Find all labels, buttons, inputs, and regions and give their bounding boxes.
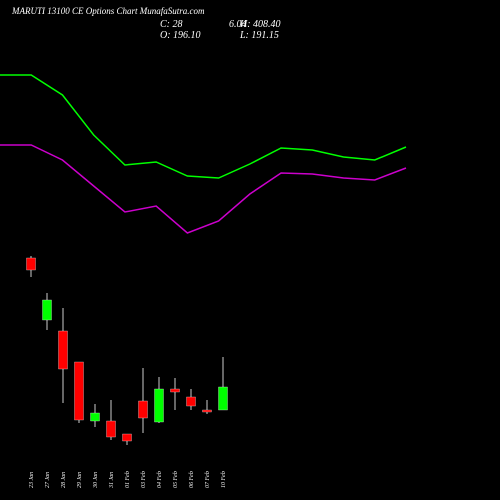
candle-body	[154, 388, 164, 423]
x-tick-label: 28 Jan	[61, 472, 67, 488]
candle-body	[42, 299, 52, 321]
candle-body	[186, 396, 196, 407]
low-label: L: 191.15	[239, 30, 279, 41]
x-tick-label: 01 Feb	[125, 471, 131, 488]
x-tick-label: 23 Jan	[29, 472, 35, 488]
candle-body	[202, 409, 212, 413]
x-tick-label: 10 Feb	[221, 471, 227, 488]
x-tick-label: 30 Jan	[93, 472, 99, 489]
x-tick-label: 31 Jan	[109, 472, 115, 489]
x-tick-label: 03 Feb	[141, 471, 147, 488]
x-tick-label: 06 Feb	[189, 471, 195, 488]
line-series	[0, 74, 407, 179]
candle-body	[106, 420, 116, 438]
candle-body	[58, 330, 68, 370]
open-label: O: 196.10	[160, 30, 201, 41]
candle-body	[218, 386, 228, 411]
line-series	[0, 144, 407, 234]
candle-body	[122, 433, 132, 442]
chart-title: MARUTI 13100 CE Options Chart MunafaSutr…	[11, 6, 205, 16]
high-label: H: 408.40	[239, 19, 281, 30]
candle-body	[26, 257, 36, 271]
x-tick-label: 07 Feb	[205, 471, 211, 488]
x-tick-label: 29 Jan	[77, 472, 83, 488]
x-tick-label: 27 Jan	[45, 472, 51, 488]
close-label: C: 28	[160, 19, 183, 30]
change-label: 6.04	[229, 19, 247, 30]
candle-body	[90, 412, 100, 422]
x-tick-label: 04 Feb	[156, 471, 163, 488]
candle-body	[138, 400, 148, 419]
x-tick-label: 05 Feb	[173, 471, 179, 488]
candle-body	[170, 388, 180, 393]
candle-body	[74, 361, 84, 421]
